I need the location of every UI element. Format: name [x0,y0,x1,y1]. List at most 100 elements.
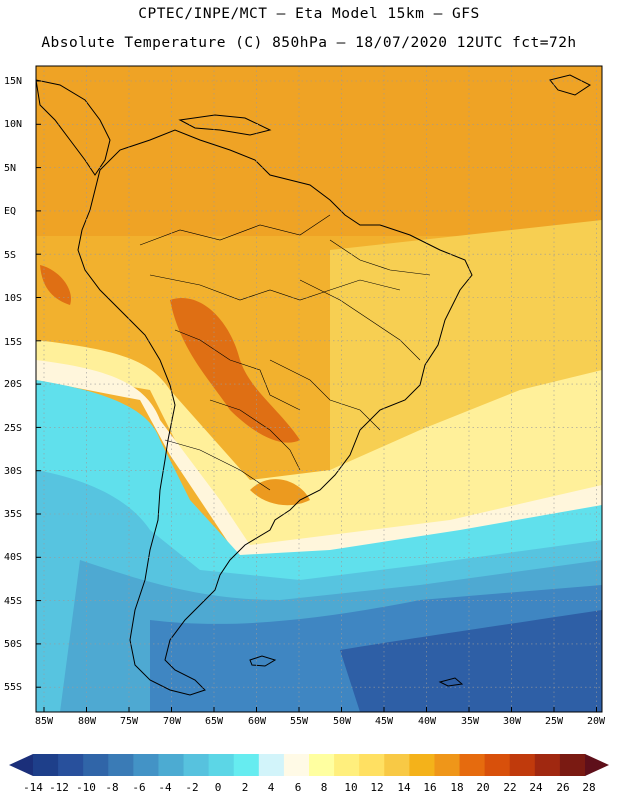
colorbar-swatch [509,754,536,776]
colorbar-label: 8 [320,781,328,794]
colorbar-label: 16 [423,781,437,794]
hot-zone-chaco [170,298,300,443]
colorbar-label: 2 [241,781,249,794]
colorbar-label: -14 [23,781,43,794]
lat-label: 45S [4,596,23,607]
colorbar-label: 18 [450,781,464,794]
colorbar-swatch [58,754,84,776]
colorbar-label: 6 [294,781,302,794]
lat-label: 10S [4,293,23,304]
lat-label: 15S [4,337,23,348]
colorbar-swatch [559,754,586,776]
colorbar-label: -10 [76,781,96,794]
south-america-coast [77,129,473,696]
north-warm-band [36,66,602,236]
axis-ticks [36,80,597,712]
colorbar-label: 26 [556,781,570,794]
colorbar-swatch [484,754,511,776]
border-north [139,214,331,246]
lat-label: 25S [4,423,23,434]
colorbar-label: 20 [476,781,490,794]
lat-label: EQ [4,206,17,217]
title-line-1: CPTEC/INPE/MCT – Eta Model 15km – GFS [138,6,480,22]
colorbar-label: 22 [503,781,517,794]
lat-label: 50S [4,639,23,650]
title-line-2: Absolute Temperature (C) 850hPa – 18/07/… [41,35,577,51]
colorbar-label: -12 [49,781,69,794]
lon-label: 65W [204,716,224,727]
colorbar-swatch [309,754,335,776]
colorbar-label: -2 [185,781,199,794]
colorbar-label: 24 [529,781,543,794]
falkland-islands [249,655,277,667]
colorbar-label: 14 [397,781,411,794]
colorbar-swatch [33,754,59,776]
colorbar-right-arrow [585,754,609,776]
colorbar-swatch [233,754,260,776]
lat-label: 35S [4,509,23,520]
colorbar-swatch [359,754,385,776]
colorbar-label: 12 [370,781,384,794]
lon-label: 45W [374,716,394,727]
lat-label: 40S [4,552,23,563]
colorbar-swatch [434,754,461,776]
border-amazon [149,274,401,301]
colorbar-swatch [108,754,134,776]
lat-label: 30S [4,466,23,477]
lat-label: 20S [4,379,23,390]
colorbar-swatch [459,754,486,776]
deep-blue-zone [340,610,602,712]
colorbar-swatch [334,754,360,776]
south-georgia [438,677,464,687]
colorbar-label: 10 [344,781,358,794]
country-borders [139,214,431,491]
lon-label: 70W [162,716,182,727]
colorbar-label: -6 [132,781,146,794]
colorbar-label: 0 [214,781,222,794]
lon-label: 35W [460,716,480,727]
lon-label: 55W [289,716,309,727]
lon-label: 85W [34,716,54,727]
lon-label: 40W [417,716,437,727]
colorbar-swatch [158,754,185,776]
border-brazil-ne [329,239,431,276]
colorbar-swatch [83,754,109,776]
lat-label: 15N [4,76,23,87]
yellow-band [36,340,602,560]
lat-label: 10N [4,119,23,130]
colorbar-label: -8 [105,781,119,794]
lon-label: 75W [119,716,139,727]
border-bolivia [174,329,301,411]
border-paraguay [209,399,301,471]
cold-front-pale [36,360,602,560]
colorbar-swatch [133,754,159,776]
colorbar-swatch [409,754,435,776]
colorbar-swatch [283,754,310,776]
colorbar-swatch [183,754,210,776]
colorbar-swatch [384,754,410,776]
hot-zone-pacific [40,265,71,305]
lon-label: 25W [544,716,564,727]
caribbean-coast [178,114,272,136]
colorbar-label: 28 [582,781,596,794]
colorbar-left-arrow [9,754,33,776]
lon-label: 30W [502,716,522,727]
map-border [35,65,603,713]
colorbar-label: -4 [158,781,172,794]
hot-zone-uruguay [250,479,310,506]
lon-label: 60W [247,716,267,727]
colorbar-label: 4 [267,781,275,794]
lon-label: 50W [332,716,352,727]
lat-label: 5S [4,250,17,261]
border-brazil-states [269,359,381,431]
lat-label: 5N [4,163,17,174]
colorbar [9,754,609,776]
lon-label: 20W [586,716,606,727]
lon-label: 80W [77,716,97,727]
border-argentina [164,439,271,491]
colorbar-swatch [208,754,235,776]
caribbean-islands [549,74,591,96]
temperature-field [36,66,602,712]
border-brazil-north [299,279,421,361]
